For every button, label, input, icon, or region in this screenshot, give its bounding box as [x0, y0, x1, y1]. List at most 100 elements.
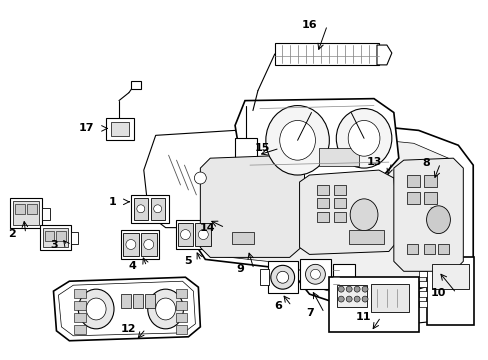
Bar [195, 223, 211, 247]
Bar [418, 291, 426, 297]
Bar [13, 201, 39, 225]
Polygon shape [393, 158, 462, 271]
Bar [267, 261, 297, 293]
Polygon shape [200, 155, 304, 257]
Bar [74, 289, 86, 298]
Polygon shape [376, 45, 391, 65]
Bar [328, 277, 418, 332]
Bar [426, 257, 473, 325]
Bar [274, 43, 378, 65]
Ellipse shape [349, 199, 377, 231]
Bar [10, 198, 41, 228]
Polygon shape [299, 170, 398, 255]
Bar [133, 294, 142, 308]
Ellipse shape [353, 296, 359, 302]
Bar [337, 285, 366, 307]
Bar [71, 231, 78, 243]
Bar [370, 284, 408, 312]
Text: 13: 13 [366, 157, 381, 167]
Text: 8: 8 [422, 158, 429, 168]
Bar [406, 175, 419, 187]
Bar [428, 195, 437, 223]
Bar [175, 313, 187, 322]
Text: 15: 15 [254, 143, 269, 153]
Ellipse shape [426, 181, 440, 195]
Bar [131, 81, 141, 89]
Ellipse shape [361, 286, 367, 292]
Text: 16: 16 [301, 20, 317, 30]
Ellipse shape [346, 296, 351, 302]
Ellipse shape [276, 271, 288, 283]
Bar [131, 195, 168, 223]
Text: 17: 17 [79, 123, 94, 134]
Bar [141, 233, 156, 256]
Bar [438, 244, 448, 255]
Bar [74, 313, 86, 322]
Bar [111, 122, 129, 136]
Bar [423, 192, 436, 204]
Text: 9: 9 [236, 264, 244, 274]
Bar [27, 204, 37, 214]
Bar [150, 198, 164, 220]
Bar [406, 244, 417, 255]
Bar [175, 325, 187, 334]
Bar [334, 198, 346, 208]
Bar [418, 271, 426, 277]
Polygon shape [228, 218, 264, 251]
Bar [317, 212, 328, 222]
Bar [121, 294, 131, 308]
Ellipse shape [361, 296, 367, 302]
Bar [259, 269, 268, 285]
Bar [334, 212, 346, 222]
Bar [406, 192, 419, 204]
Text: 3: 3 [50, 240, 57, 251]
Bar [348, 230, 383, 243]
Bar [317, 198, 328, 208]
Polygon shape [428, 223, 437, 230]
Ellipse shape [310, 269, 320, 279]
Bar [15, 204, 25, 214]
Ellipse shape [194, 172, 206, 184]
Text: 4: 4 [129, 261, 137, 271]
Ellipse shape [153, 205, 162, 213]
Bar [423, 175, 436, 187]
Text: 14: 14 [199, 222, 215, 233]
Polygon shape [195, 125, 472, 304]
Text: 10: 10 [430, 288, 446, 298]
Ellipse shape [338, 296, 344, 302]
Polygon shape [143, 130, 257, 228]
Ellipse shape [143, 239, 153, 249]
Ellipse shape [426, 206, 449, 234]
Bar [333, 264, 354, 286]
Bar [232, 231, 253, 243]
Polygon shape [205, 138, 459, 295]
Text: 2: 2 [8, 229, 16, 239]
Ellipse shape [265, 105, 328, 175]
Bar [319, 148, 358, 166]
Text: 11: 11 [355, 312, 370, 322]
Bar [106, 118, 134, 140]
Bar [177, 223, 193, 247]
Bar [317, 185, 328, 195]
Bar [175, 301, 187, 310]
Ellipse shape [198, 230, 208, 239]
Bar [334, 185, 346, 195]
Bar [42, 228, 68, 247]
Bar [144, 294, 154, 308]
Ellipse shape [347, 121, 379, 156]
Ellipse shape [270, 265, 294, 289]
Bar [134, 198, 147, 220]
Bar [235, 138, 256, 173]
Polygon shape [339, 264, 462, 327]
Ellipse shape [338, 286, 344, 292]
Bar [431, 264, 468, 289]
Bar [423, 244, 434, 255]
Text: 5: 5 [183, 256, 191, 266]
Bar [40, 225, 71, 251]
Bar [56, 231, 66, 240]
Bar [74, 301, 86, 310]
Ellipse shape [137, 205, 144, 213]
Text: 12: 12 [120, 324, 136, 334]
Text: 6: 6 [273, 301, 281, 311]
Ellipse shape [336, 109, 391, 168]
